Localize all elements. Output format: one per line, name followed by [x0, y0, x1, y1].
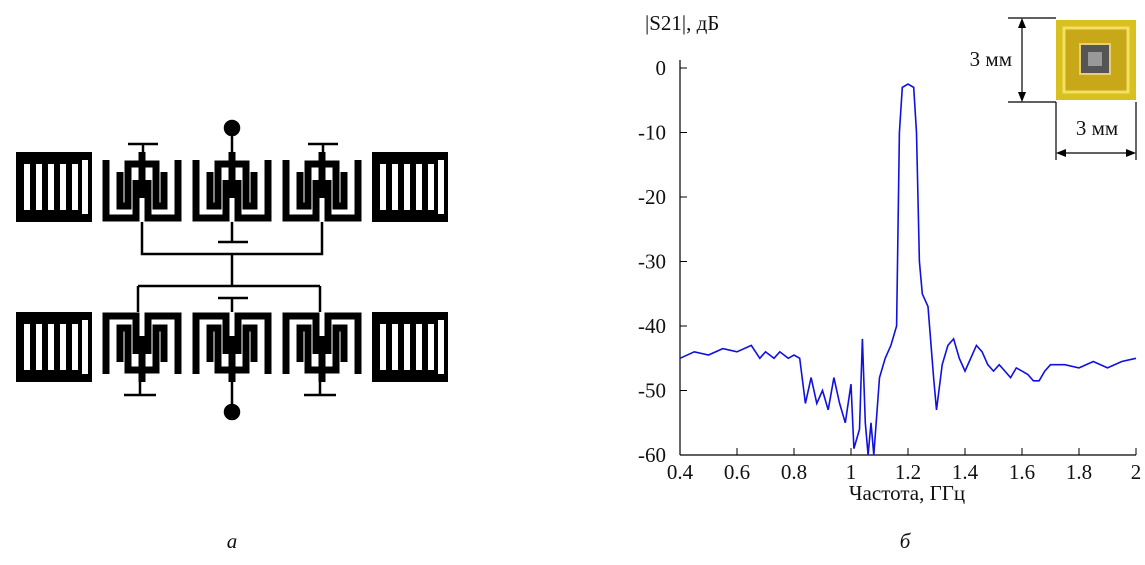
- x-tick-label: 2: [1131, 460, 1142, 484]
- x-tick-label: 0.6: [724, 460, 750, 484]
- x-tick-label: 0.8: [781, 460, 807, 484]
- x-tick-label: 1.2: [895, 460, 921, 484]
- y-tick-label: -40: [638, 314, 666, 338]
- inset-width-label: 3 мм: [1076, 116, 1118, 140]
- panel-label: б: [900, 529, 912, 553]
- inset-photo: 3 мм 3 мм: [970, 17, 1137, 160]
- x-tick-label: 1.4: [952, 460, 979, 484]
- y-tick-label: -20: [638, 185, 666, 209]
- y-tick-label: -30: [638, 250, 666, 274]
- y-tick-label: -50: [638, 379, 666, 403]
- inset-height-label: 3 мм: [970, 47, 1012, 71]
- data-line: [679, 83, 1137, 456]
- x-axis-label: Частота, ГГц: [849, 481, 965, 505]
- y-axis-label: |S21|, дБ: [645, 11, 719, 35]
- y-tick-label: -60: [638, 443, 666, 467]
- x-tick-label: 0.4: [667, 460, 694, 484]
- y-tick-label: -10: [638, 121, 666, 145]
- y-tick-label: 0: [656, 56, 667, 80]
- x-tick-label: 1.8: [1066, 460, 1092, 484]
- chart: |S21|, дБ Частота, ГГц: [645, 11, 1136, 505]
- x-tick-label: 1.6: [1009, 460, 1035, 484]
- panel-label: а: [227, 529, 238, 553]
- saw-schematic: [16, 119, 448, 421]
- x-tick-label: 1: [846, 460, 857, 484]
